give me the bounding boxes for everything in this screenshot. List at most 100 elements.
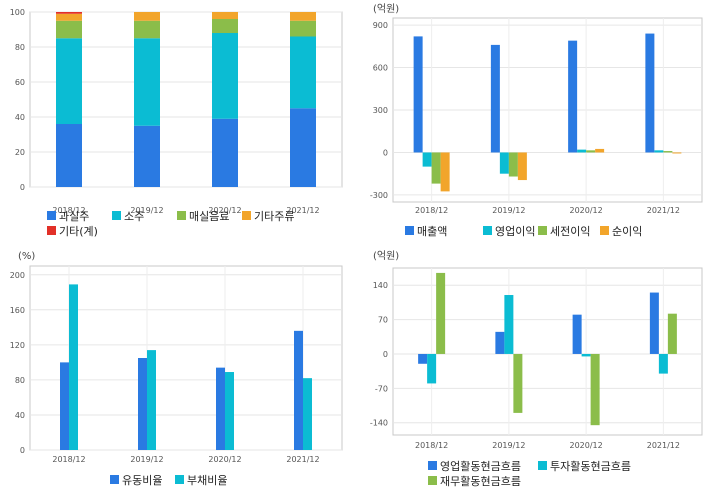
bar — [418, 353, 428, 364]
plot-frame — [29, 265, 343, 451]
x-tick-label: 2018/12 — [52, 455, 85, 464]
legend-label: 투자활동현금흐름 — [550, 459, 631, 473]
legend-swatch — [47, 226, 56, 235]
y-tick-label: -140 — [370, 419, 388, 428]
bar — [490, 44, 500, 153]
bar — [216, 367, 225, 450]
legend-label: 순이익 — [612, 225, 642, 238]
legend-label: 영업활동현금흐름 — [440, 459, 521, 473]
bar — [422, 152, 432, 167]
bar — [645, 33, 655, 153]
bar — [431, 152, 441, 184]
legend-label: 부채비율 — [187, 474, 227, 487]
bar — [649, 292, 659, 354]
legend-swatch — [428, 476, 437, 485]
bar — [572, 314, 582, 354]
bar — [290, 36, 316, 109]
legend-label: 기타(계) — [59, 225, 98, 238]
y-tick-label: 80 — [15, 43, 25, 52]
bar — [60, 362, 69, 450]
y-tick-label: 900 — [373, 21, 388, 30]
bar — [508, 152, 518, 177]
bar — [595, 148, 605, 153]
chart-panel-3: (%) 0 40 80 120 160 200 2018/12 2019/12 2020/12 20… — [10, 251, 343, 487]
bar — [134, 38, 160, 126]
x-tick-label: 2018/12 — [52, 206, 85, 215]
y-tick-label: 600 — [373, 64, 388, 73]
legend-swatch — [538, 226, 547, 235]
unit-label: (%) — [18, 251, 35, 262]
bar — [581, 353, 591, 357]
bar — [440, 152, 450, 192]
legend-swatch — [538, 461, 547, 470]
bar — [56, 124, 82, 187]
bar — [427, 353, 437, 384]
bar — [212, 19, 238, 33]
bar — [134, 12, 160, 21]
bar — [672, 152, 682, 154]
x-tick-label: 2020/12 — [208, 206, 241, 215]
chart-panel-4: (억원) -140 -70 0 70 140 2018/12 2019/12 2020/12 20… — [370, 250, 703, 488]
legend-label: 매출액 — [417, 225, 447, 238]
x-tick-label: 2020/12 — [208, 455, 241, 464]
bar — [577, 149, 587, 153]
legend-swatch — [47, 211, 56, 220]
legend-swatch — [242, 211, 251, 220]
y-tick-label: 0 — [383, 350, 388, 359]
y-tick-label: 60 — [15, 78, 25, 87]
unit-label: (억원) — [373, 250, 399, 262]
legend-swatch — [175, 475, 184, 484]
x-tick-label: 2021/12 — [286, 206, 319, 215]
bar — [56, 20, 82, 39]
y-tick-label: 200 — [10, 271, 25, 280]
legend-swatch — [110, 475, 119, 484]
unit-label: (억원) — [373, 3, 399, 15]
bar — [147, 350, 156, 450]
bar — [590, 353, 600, 426]
legend-label: 영업이익 — [495, 225, 535, 238]
x-tick-label: 2021/12 — [647, 441, 680, 450]
x-tick-label: 2020/12 — [570, 441, 603, 450]
y-tick-label: -70 — [375, 384, 388, 393]
bar — [568, 40, 578, 153]
x-tick-label: 2018/12 — [415, 206, 448, 215]
x-tick-label: 2020/12 — [570, 206, 603, 215]
bar — [517, 152, 527, 181]
bar — [56, 12, 82, 14]
y-tick-label: 100 — [10, 8, 25, 17]
bar — [56, 38, 82, 124]
bar — [56, 13, 82, 21]
y-tick-label: 0 — [20, 446, 25, 455]
legend-swatch — [405, 226, 414, 235]
bar — [658, 353, 668, 374]
legend-label: 유동비율 — [122, 474, 162, 487]
x-tick-label: 2019/12 — [492, 441, 525, 450]
bar — [212, 33, 238, 119]
bar — [225, 372, 234, 450]
bar — [134, 20, 160, 39]
bar — [69, 284, 78, 450]
y-tick-label: 300 — [373, 106, 388, 115]
x-tick-label: 2021/12 — [647, 206, 680, 215]
y-tick-label: 0 — [383, 148, 388, 157]
y-tick-label: 20 — [15, 148, 25, 157]
legend-label: 재무활동현금흐름 — [440, 474, 521, 488]
chart-panel-1: 0 20 40 60 80 100 2018/12 2019/12 2020/12 2021/12… — [10, 8, 343, 238]
y-tick-label: 120 — [10, 341, 25, 350]
bar — [654, 150, 664, 153]
legend-label: 소주 — [124, 210, 144, 223]
bar — [513, 353, 523, 413]
bar — [212, 12, 238, 19]
y-tick-label: 80 — [15, 376, 25, 385]
bar — [499, 152, 509, 174]
legend-swatch — [177, 211, 186, 220]
bar — [495, 331, 505, 354]
y-tick-label: 70 — [378, 316, 388, 325]
x-tick-label: 2019/12 — [130, 206, 163, 215]
y-tick-label: -300 — [370, 191, 388, 200]
bar — [663, 151, 673, 153]
x-tick-label: 2019/12 — [130, 455, 163, 464]
bar — [290, 20, 316, 37]
legend-label: 기타주류 — [254, 210, 294, 223]
